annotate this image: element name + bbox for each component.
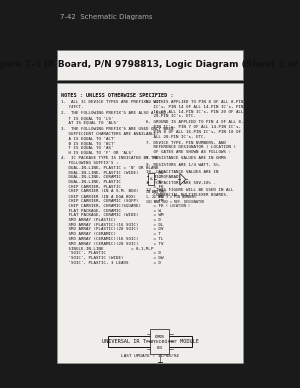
Polygon shape [180, 173, 186, 185]
Bar [148, 173, 154, 185]
Text: 7. DEVICE TYPE, PIN NUMBERS, AND
   REFERENCE DESIGNATOR ( LOCATION )
   OF GATE: 7. DEVICE TYPE, PIN NUMBERS, AND REFEREN… [146, 140, 236, 154]
Text: 11. CAPACITORS ARE 50V,10% .: 11. CAPACITORS ARE 50V,10% . [146, 181, 216, 185]
Text: 9. RESISTORS ARE 1/4 WATT, 5%.: 9. RESISTORS ARE 1/4 WATT, 5%. [146, 163, 221, 167]
Text: Figure 7-5 IR Board, P/N 9798813, Logic Diagram (Sheet 1 of 2): Figure 7-5 IR Board, P/N 9798813, Logic … [0, 61, 300, 69]
Text: U601: U601 [157, 346, 163, 350]
Text: 6. GROUND IS APPLIED TO PIN 4 OF ALL 8-
   PIN IC's, PIN 7 OF ALL 14-PIN IC's,
 : 6. GROUND IS APPLIED TO PIN 4 OF ALL 8- … [146, 120, 244, 139]
Bar [151, 329, 169, 354]
Text: 4.  IC PACKAGE TYPE IS INDICATED BY THE
   FOLLOWING SUFFIX'S :
   DUAL-IN-LINE,: 4. IC PACKAGE TYPE IS INDICATED BY THE F… [61, 156, 164, 265]
Bar [57, 83, 243, 363]
Text: UNIVERSAL IR Transceiver MODULE: UNIVERSAL IR Transceiver MODULE [102, 340, 199, 344]
Bar [57, 50, 243, 80]
Text: COMMON: COMMON [155, 336, 165, 340]
Text: 8. RESISTANCE VALUES ARE IN OHMS: 8. RESISTANCE VALUES ARE IN OHMS [146, 156, 226, 160]
Text: NOTES : UNLESS OTHERWISE SPECIFIED :: NOTES : UNLESS OTHERWISE SPECIFIED : [61, 93, 173, 98]
Text: 12. THIS FIGURE WILL BE USED IN ALL
   COMMERCIAL MULTIPLEXER BOARDS.: 12. THIS FIGURE WILL BE USED IN ALL COMM… [146, 188, 234, 197]
Text: 10. CAPACITANCE VALUES ARE IN
   MICROFARADS: 10. CAPACITANCE VALUES ARE IN MICROFARAD… [146, 170, 219, 178]
Text: 1.  ALL IC DEVICE TYPES ARE PREFIXED WITH
   74FCT.: 1. ALL IC DEVICE TYPES ARE PREFIXED WITH… [61, 100, 164, 109]
Text: 3.  THE FOLLOWING PREFIX'S ARE USED ONLY WHEN
   SUFFICIENT CHARACTERS ARE AVAIL: 3. THE FOLLOWING PREFIX'S ARE USED ONLY … [61, 127, 173, 155]
Text: 2.  THE FOLLOWING PREFIX'S ARE ALSO A USED:
   T IS EQUAL TO 'LS'
   AT IS EQUAL: 2. THE FOLLOWING PREFIX'S ARE ALSO A USE… [61, 111, 169, 125]
Text: LAST UPDATE : 11/08/94: LAST UPDATE : 11/08/94 [122, 354, 179, 358]
Text: &: & [150, 177, 153, 181]
Text: IN AND OUT
1, 2, AND 3 = PIN NUMBERS
101 AND 102 = REF. DESIGNATOR
          ( L: IN AND OUT 1, 2, AND 3 = PIN NUMBERS 101… [146, 190, 204, 208]
Text: 5. VCC IS APPLIED TO PIN 8 OF ALL 8-PIN
   IC's, PIN 14 OF ALL 14-PIN IC's, PIN
: 5. VCC IS APPLIED TO PIN 8 OF ALL 8-PIN … [146, 100, 244, 118]
Bar [108, 336, 192, 347]
Text: 7-42  Schematic Diagrams: 7-42 Schematic Diagrams [60, 14, 152, 21]
